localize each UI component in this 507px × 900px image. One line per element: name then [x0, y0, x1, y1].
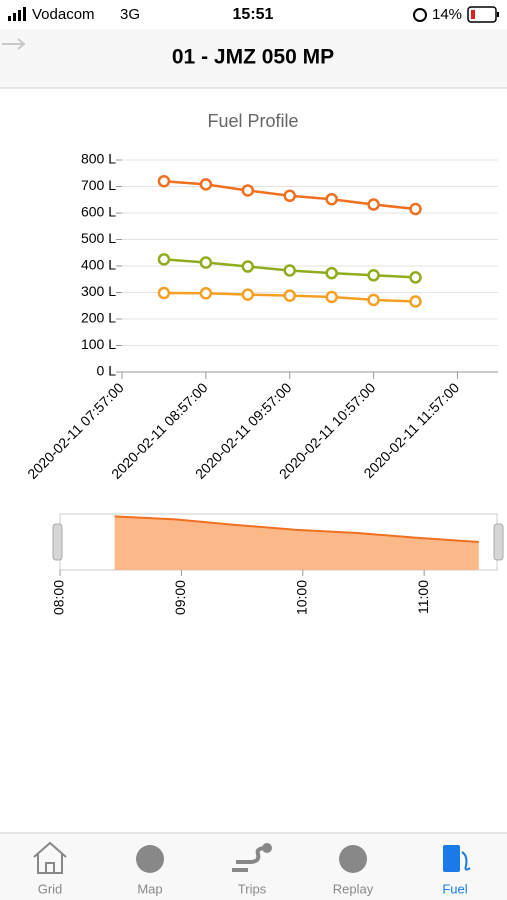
y-tick-label: 100 L: [81, 336, 116, 352]
data-point: [283, 264, 296, 277]
data-point: [325, 192, 338, 206]
navigator-tick-label: 08:00: [51, 580, 67, 615]
navigator-area: [114, 516, 479, 570]
y-tick-label: 300 L: [81, 283, 116, 299]
y-tick-label: 700 L: [81, 177, 116, 193]
data-point: [325, 290, 338, 304]
alarm-icon: [413, 8, 427, 22]
data-point: [157, 286, 171, 300]
data-point: [241, 288, 255, 301]
data-point: [367, 269, 380, 282]
carrier: Vodacom: [32, 6, 95, 23]
data-point: [241, 260, 255, 273]
map-icon[interactable]: [136, 845, 164, 873]
navigator-line: [114, 515, 479, 543]
trips-icon-dot: [262, 843, 272, 853]
data-point: [283, 189, 296, 203]
battery-tip: [497, 12, 499, 17]
battery-icon: [467, 6, 497, 23]
tabs: Grid Map Trips Replay Fuel: [38, 881, 468, 896]
navigator-tick-label: 10:00: [293, 580, 309, 615]
tab-bar: [0, 833, 507, 900]
trips-icon[interactable]: [232, 846, 267, 872]
signal-bar: [23, 7, 26, 21]
back-button[interactable]: [2, 38, 26, 50]
replay-icon[interactable]: [339, 845, 367, 873]
y-tick-label: 800 L: [81, 151, 116, 167]
data-point: [157, 253, 171, 266]
data-point: [409, 271, 422, 284]
y-tick-label: 600 L: [81, 204, 116, 220]
status-bar: Vodacom 3G 15:51 14%: [8, 6, 499, 23]
data-point: [199, 287, 213, 300]
battery-level: [471, 10, 475, 19]
fuel-icon-hose: [461, 851, 471, 871]
data-point: [409, 295, 422, 308]
y-tick-label: 0 L: [97, 363, 117, 379]
tab-label[interactable]: Replay: [333, 881, 374, 896]
grid-icon[interactable]: [33, 841, 67, 874]
signal-bar: [8, 16, 11, 21]
data-point: [409, 202, 422, 216]
data-point: [199, 178, 213, 191]
clock: 15:51: [233, 6, 274, 23]
navigator-tick-label: 11:00: [415, 580, 431, 614]
tab-label[interactable]: Trips: [238, 881, 267, 896]
signal-bar: [18, 10, 21, 21]
network: 3G: [120, 6, 140, 23]
chart-title: Fuel Profile: [207, 111, 298, 131]
tab-label[interactable]: Fuel: [442, 881, 467, 896]
navigator-handle[interactable]: [493, 523, 504, 561]
y-tick-label: 400 L: [81, 257, 116, 273]
battery-text: 14%: [432, 6, 462, 23]
navigator: 08:00 09:00 10:00 11:00: [51, 515, 479, 615]
y-tick-label: 200 L: [81, 310, 116, 326]
data-point: [241, 184, 255, 197]
header: [0, 29, 507, 88]
data-point: [367, 293, 380, 307]
data-point: [325, 266, 338, 280]
header-title: 01 - JMZ 050 MP: [172, 46, 334, 69]
tab-label[interactable]: Grid: [38, 881, 63, 896]
tab-label[interactable]: Map: [137, 881, 162, 896]
data-point: [367, 198, 380, 211]
data-point: [199, 256, 213, 269]
navigator-tick-label: 09:00: [172, 580, 188, 615]
y-tick-label: 500 L: [81, 230, 116, 246]
fuel-icon[interactable]: [443, 845, 460, 872]
data-point: [157, 174, 171, 188]
signal-bar: [13, 13, 16, 21]
data-point: [283, 289, 296, 302]
navigator-handle[interactable]: [52, 523, 63, 561]
